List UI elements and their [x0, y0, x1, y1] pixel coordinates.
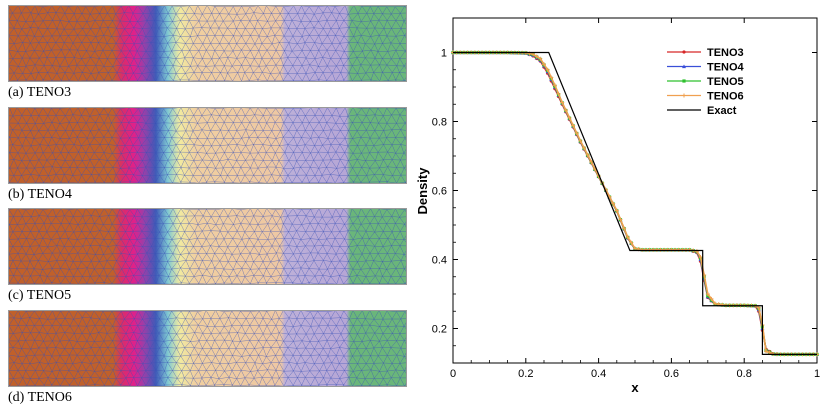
series-marker: [756, 305, 761, 310]
series-marker: [647, 247, 652, 252]
legend-label: Exact: [707, 105, 737, 117]
legend-item-teno3: TENO3: [667, 47, 744, 59]
y-axis-title: Density: [415, 167, 430, 215]
x-tick-label: 0.8: [737, 368, 752, 380]
x-tick-label: 0: [450, 368, 456, 380]
series-marker: [585, 152, 590, 157]
legend-label: TENO4: [707, 62, 745, 74]
series-marker: [764, 349, 769, 354]
series-marker: [625, 235, 630, 240]
series-marker: [563, 108, 568, 113]
series-marker: [694, 249, 699, 254]
series-marker: [633, 246, 637, 251]
series-marker: [676, 247, 681, 252]
series-exact: [453, 51, 817, 355]
series-marker: [673, 247, 678, 252]
y-tick-label: 0.4: [432, 255, 447, 267]
series-marker: [589, 159, 594, 164]
series-line-exact: [453, 51, 817, 355]
x-tick-label: 0.2: [518, 368, 533, 380]
series-marker: [534, 54, 539, 59]
mesh-panel-teno3: [8, 5, 407, 82]
series-marker: [538, 56, 543, 61]
mesh-svg: [9, 209, 406, 284]
caption-teno4: (b) TENO4: [8, 187, 72, 202]
caption-teno6: (d) TENO6: [8, 390, 72, 405]
series-marker: [582, 145, 587, 150]
series-marker: [698, 255, 703, 260]
series-marker: [651, 247, 656, 252]
series-marker: [622, 226, 627, 231]
series-marker: [669, 247, 674, 252]
series-marker: [640, 247, 645, 252]
series-marker: [654, 247, 659, 252]
series-marker: [567, 115, 572, 120]
series-marker: [662, 247, 667, 252]
x-axis-title: x: [631, 380, 639, 395]
series-marker: [709, 296, 714, 301]
mesh-panel-teno4: [8, 107, 407, 184]
legend-label: TENO5: [707, 76, 744, 88]
series-marker: [643, 247, 648, 252]
series-marker: [682, 50, 686, 54]
density-field: [9, 108, 406, 183]
series-marker: [705, 292, 710, 296]
legend-label: TENO6: [707, 91, 744, 103]
series-marker: [574, 131, 579, 136]
series-marker: [571, 123, 576, 128]
x-tick-label: 0.4: [591, 368, 606, 380]
triangular-mesh: [9, 108, 406, 183]
series-marker: [556, 91, 561, 96]
legend-item-teno6: TENO6: [667, 91, 744, 103]
triangular-mesh: [9, 311, 406, 386]
legend-item-teno4: TENO4: [667, 62, 745, 74]
series-marker: [682, 64, 686, 69]
series-marker: [665, 247, 670, 252]
triangular-mesh: [9, 6, 406, 81]
series-marker: [680, 247, 685, 252]
legend-item-teno5: TENO5: [667, 76, 744, 88]
series-marker: [614, 208, 619, 213]
series-marker: [618, 217, 623, 222]
series-marker: [682, 93, 686, 98]
series-marker: [578, 138, 583, 143]
series-marker: [713, 301, 718, 306]
series-marker: [687, 247, 692, 252]
caption-teno3: (a) TENO3: [8, 85, 72, 100]
density-line-chart: 0 0.2 0.4 0.6 0.8 1 0.2 0.4 0.6 0.8 1 TENO3 TENO4 TE…: [415, 17, 820, 395]
legend-label: TENO3: [707, 47, 744, 59]
series-marker: [552, 83, 557, 88]
mesh-panel-teno6: [8, 310, 407, 387]
caption-teno5: (c) TENO5: [8, 288, 72, 303]
y-tick-label: 0.2: [432, 324, 447, 336]
series-marker: [545, 67, 550, 72]
legend-item-exact: Exact: [667, 105, 737, 117]
mesh-panel-teno5: [8, 208, 407, 285]
series-marker: [611, 201, 616, 206]
series-marker: [658, 247, 663, 252]
y-tick-label: 1: [441, 48, 447, 60]
series-marker: [542, 62, 546, 67]
x-tick-label: 0.6: [664, 368, 679, 380]
series-marker: [629, 240, 634, 245]
series-marker: [560, 100, 565, 105]
series-marker: [683, 247, 688, 252]
mesh-svg: [9, 311, 406, 386]
y-tick-label: 0.6: [432, 186, 447, 198]
y-tick-label: 0.8: [432, 117, 447, 129]
mesh-svg: [9, 108, 406, 183]
triangular-mesh: [9, 209, 406, 284]
series-marker: [682, 79, 686, 83]
x-tick-label: 1: [814, 368, 820, 380]
mesh-svg: [9, 6, 406, 81]
series-marker: [549, 75, 554, 80]
